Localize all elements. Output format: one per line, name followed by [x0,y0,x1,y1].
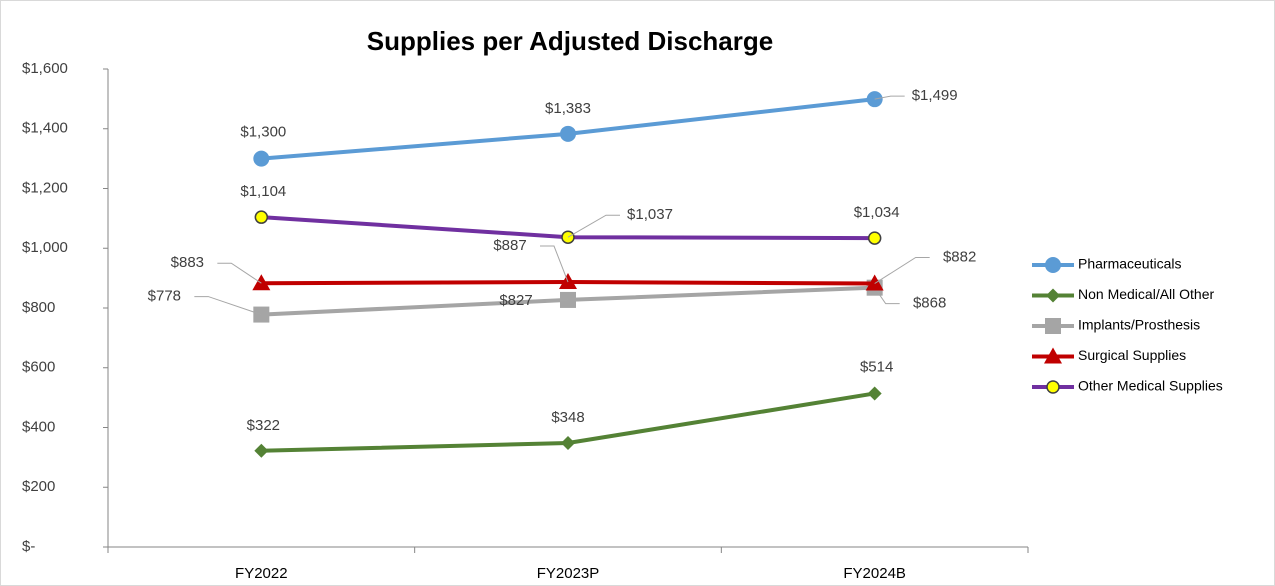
y-tick-label: $400 [22,418,55,435]
legend-label: Non Medical/All Other [1078,286,1215,302]
data-point [253,150,270,167]
y-tick-label: $1,200 [22,179,68,196]
leader-line [546,299,569,302]
legend-label: Other Medical Supplies [1078,378,1223,394]
legend-label: Pharmaceuticals [1078,256,1182,272]
value-label: $887 [493,237,526,254]
legend-marker [1046,288,1060,303]
leader-line [540,245,569,283]
legend-label: Surgical Supplies [1078,347,1186,363]
data-point [254,443,269,458]
leader-line [567,214,620,238]
legend-marker [1046,380,1060,394]
value-label: $1,037 [627,206,673,223]
y-tick-label: $1,600 [22,60,68,77]
data-point [865,274,884,291]
data-point [254,210,269,224]
y-tick-label: $- [22,538,35,555]
value-label: $348 [551,409,584,426]
value-label: $827 [499,292,532,309]
value-label: $868 [913,295,946,312]
x-tick-label: FY2024B [843,565,906,582]
data-point [252,274,271,291]
value-label: $1,499 [912,87,958,104]
value-label: $1,104 [240,183,286,200]
value-label: $322 [247,417,280,434]
legend-marker [1045,318,1061,334]
y-tick-label: $1,400 [22,120,68,137]
value-label: $1,383 [545,100,591,117]
leader-line [874,95,905,100]
data-point [867,231,882,245]
leader-line [874,287,900,305]
y-tick-label: $800 [22,299,55,316]
data-point [561,436,575,451]
legend-marker [1045,257,1061,273]
chart-title: Supplies per Adjusted Discharge [367,26,773,56]
value-label: $883 [171,254,204,271]
leader-line [194,296,262,316]
value-label: $1,034 [854,204,900,221]
x-tick-label: FY2023P [537,565,600,582]
value-label: $514 [860,358,893,375]
leader-line [217,262,262,284]
value-label: $778 [148,288,181,305]
data-point [867,386,882,401]
legend-label: Implants/Prosthesis [1078,317,1200,333]
legend-marker [1044,347,1062,364]
data-point [560,125,576,142]
y-tick-label: $1,000 [22,239,68,256]
y-tick-label: $200 [22,478,55,495]
value-label: $1,300 [240,124,286,141]
leader-line [874,257,930,284]
y-tick-label: $600 [22,359,55,376]
value-label: $882 [943,248,976,265]
x-tick-label: FY2022 [235,565,288,582]
